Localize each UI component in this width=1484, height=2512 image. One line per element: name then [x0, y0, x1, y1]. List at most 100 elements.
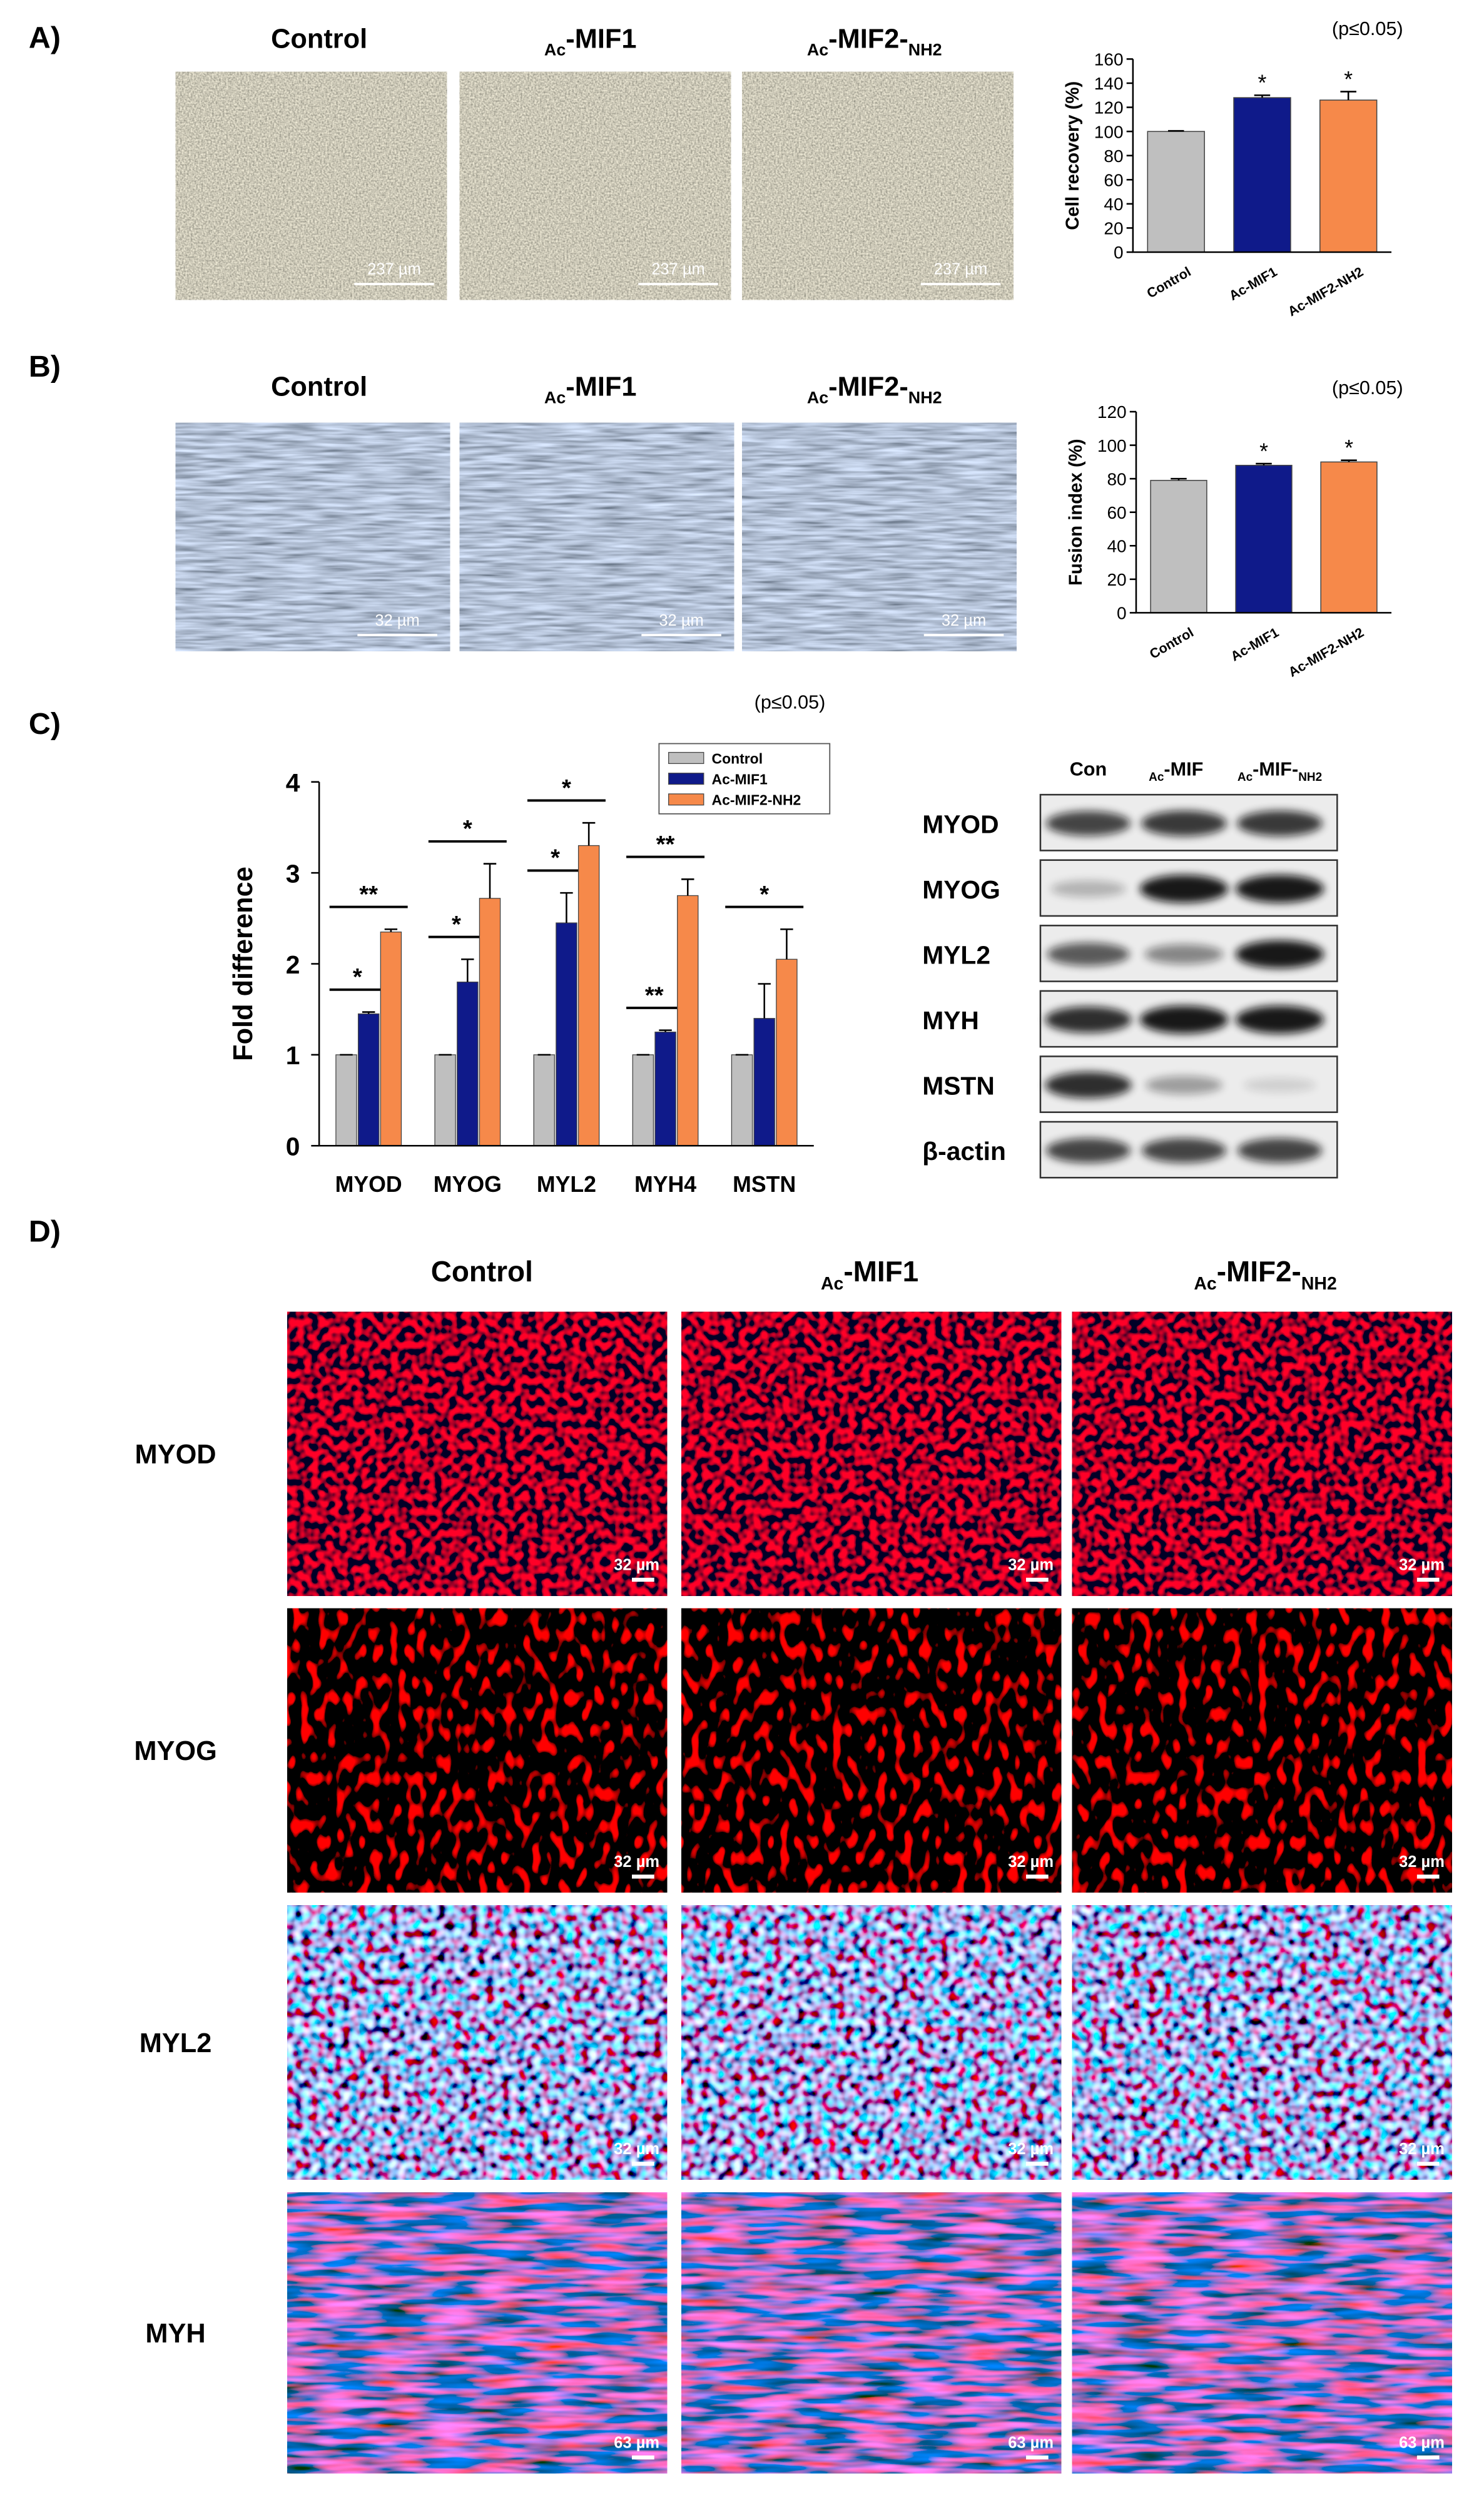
micrograph — [175, 422, 450, 651]
scale-label: 32 µm — [659, 612, 703, 629]
error-bar — [659, 1029, 672, 1032]
bar — [380, 931, 402, 1146]
text-part: Ac — [1238, 771, 1253, 784]
blot-band — [1047, 942, 1130, 966]
text-part: Control — [431, 1255, 533, 1288]
micrograph — [742, 422, 1017, 651]
column-header: Control — [271, 372, 367, 402]
scale-label: 32 µm — [375, 612, 419, 629]
x-tick-label: Ac-MIF2-NH2 — [1286, 624, 1366, 680]
error-bar — [560, 892, 573, 923]
significance: * — [1344, 435, 1353, 460]
text-part: Ac — [544, 41, 566, 59]
x-tick-label: MYH4 — [634, 1172, 696, 1197]
blot-band — [1235, 875, 1324, 903]
bar — [577, 845, 600, 1146]
column-header: Ac-MIF1 — [821, 1255, 918, 1294]
blot-band — [1141, 810, 1227, 836]
legend-swatch — [668, 793, 704, 806]
blot-band — [1139, 875, 1229, 903]
y-tick-label: 140 — [1094, 74, 1124, 93]
y-axis-label: Fold difference — [228, 867, 258, 1061]
scale-label: 32 µm — [1008, 1853, 1054, 1871]
x-tick-label: MYL2 — [537, 1172, 596, 1197]
bar — [1150, 480, 1207, 614]
blot-band — [1139, 1005, 1229, 1034]
y-tick-label: 120 — [1097, 402, 1127, 422]
bar — [335, 1054, 357, 1146]
y-tick-label: 80 — [1107, 469, 1126, 489]
text-part: NH2 — [908, 389, 942, 407]
significance: * — [1259, 439, 1268, 464]
annotation: (p≤0.05) — [1332, 18, 1403, 39]
axis — [318, 781, 814, 1147]
blot-band — [1235, 940, 1324, 969]
scale-label: 32 µm — [614, 2140, 659, 2158]
y-tick-label: 4 — [286, 768, 300, 797]
x-tick-label: MSTN — [733, 1172, 796, 1197]
bar — [677, 895, 699, 1146]
scale-label: 63 µm — [1399, 2434, 1445, 2451]
text-part: NH2 — [908, 41, 942, 59]
y-axis-label: Cell recovery (%) — [1062, 81, 1083, 230]
blot-band — [1237, 810, 1323, 836]
text-part: NH2 — [1301, 1274, 1337, 1294]
scale-label: 32 µm — [614, 1557, 659, 1574]
y-tick-label: 40 — [1107, 536, 1126, 556]
error-bar — [1340, 91, 1356, 100]
x-tick-label: Ac-MIF1 — [1228, 624, 1281, 664]
significance: ** — [645, 982, 664, 1009]
bar — [434, 1054, 456, 1146]
text-part: Ac — [807, 41, 828, 59]
blot-band — [1045, 1006, 1132, 1033]
text-part: -MIF1 — [566, 372, 636, 402]
legend-label: Ac-MIF1 — [712, 771, 768, 788]
bar — [1233, 97, 1291, 253]
scale-label: 32 µm — [942, 612, 986, 629]
y-tick-label: 0 — [1114, 243, 1124, 262]
y-tick-label: 80 — [1104, 146, 1123, 166]
text-part: -MIF1 — [566, 24, 636, 54]
significance: * — [463, 815, 472, 842]
bar — [1319, 99, 1378, 253]
significance: * — [1344, 67, 1353, 92]
blot-band — [1045, 1138, 1131, 1163]
blot-band — [1045, 811, 1131, 836]
blot-column-header: Con — [1070, 759, 1107, 780]
error-bar — [1171, 477, 1187, 481]
bar — [1235, 464, 1293, 614]
scale-label: 237 µm — [651, 261, 705, 278]
error-bar — [483, 863, 497, 898]
error-bar — [758, 983, 771, 1019]
text-part: -MIF2- — [1217, 1255, 1301, 1288]
bar — [357, 1013, 380, 1146]
error-bar — [1341, 459, 1357, 462]
y-tick-label: 40 — [1104, 195, 1123, 214]
bar — [533, 1054, 555, 1146]
error-bar — [384, 928, 398, 932]
column-header: Ac-MIF2-NH2 — [1194, 1255, 1336, 1294]
bar — [556, 922, 577, 1146]
blot-column-header: Ac-MIF-NH2 — [1238, 759, 1322, 785]
scale-label: 63 µm — [1008, 2434, 1054, 2451]
blot-band — [1243, 1077, 1316, 1093]
row-label: MYOG — [134, 1736, 216, 1766]
significance: * — [562, 775, 571, 801]
significance: * — [551, 845, 560, 872]
blot-row-label: MYOD — [922, 810, 999, 838]
x-tick-label: Ac-MIF2-NH2 — [1285, 263, 1366, 319]
micrograph — [1072, 1905, 1452, 2180]
y-tick-label: 60 — [1107, 503, 1126, 522]
bar — [457, 981, 479, 1146]
annotation: (p≤0.05) — [755, 691, 826, 713]
error-bar — [681, 878, 694, 896]
y-tick-label: 2 — [286, 950, 300, 979]
panel-label: A) — [29, 21, 61, 55]
text-part: -MIF1 — [843, 1255, 918, 1288]
blot-row-label: MYH — [922, 1006, 979, 1035]
column-header: Ac-MIF2-NH2 — [807, 24, 942, 59]
error-bar — [780, 928, 793, 960]
y-axis-label: Fusion index (%) — [1065, 439, 1086, 586]
scale-label: 237 µm — [934, 261, 988, 278]
